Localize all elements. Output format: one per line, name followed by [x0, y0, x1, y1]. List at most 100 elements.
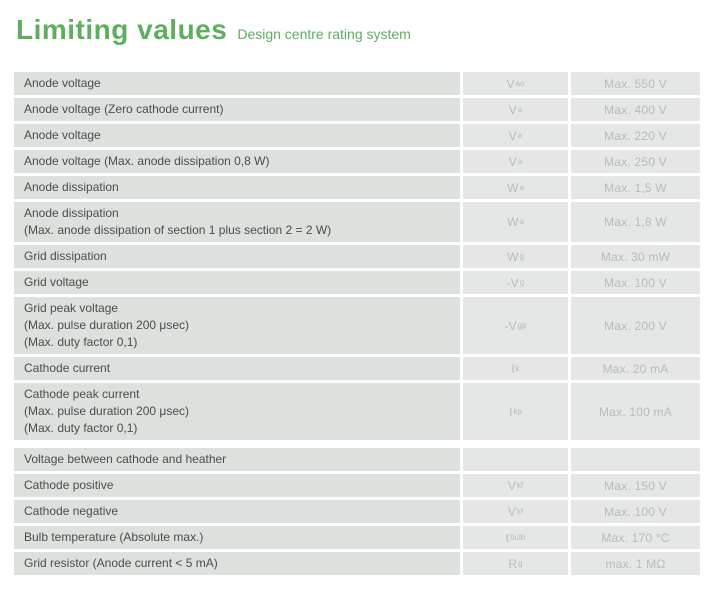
table-row: Anode voltage (Max. anode dissipation 0,…	[14, 150, 700, 173]
parameter-line: (Max. duty factor 0,1)	[24, 421, 138, 435]
parameter-line: Cathode peak current	[24, 387, 140, 401]
parameter-cell: Anode voltage	[14, 72, 460, 95]
rating-cell	[571, 448, 700, 471]
parameter-line: Grid resistor (Anode current < 5 mA)	[24, 556, 218, 570]
parameter-line: Anode voltage	[24, 76, 101, 90]
parameter-line: (Max. pulse duration 200 μsec)	[24, 318, 189, 332]
symbol-base: -V	[504, 318, 517, 333]
parameter-line: (Max. pulse duration 200 μsec)	[24, 404, 189, 418]
parameter-line: Bulb temperature (Absolute max.)	[24, 530, 204, 544]
parameter-line: Cathode negative	[24, 504, 119, 518]
symbol-subscript: k	[515, 363, 520, 373]
rating-cell: Max. 200 V	[571, 297, 700, 354]
symbol-cell: t bulb	[463, 526, 568, 549]
parameter-cell: Cathode positive	[14, 474, 460, 497]
rating-cell: Max. 400 V	[571, 98, 700, 121]
rating-cell: Max. 170 °C	[571, 526, 700, 549]
symbol-subscript: g	[519, 277, 525, 287]
table-row: Bulb temperature (Absolute max.) t bulb Max…	[14, 526, 700, 549]
rating-cell: Max. 550 V	[571, 72, 700, 95]
symbol-base: V	[508, 154, 517, 169]
parameter-cell: Cathode negative	[14, 500, 460, 523]
parameter-cell: Cathode peak current (Max. pulse duration…	[14, 383, 460, 440]
symbol-base: -V	[506, 275, 519, 290]
page-title: Limiting values	[16, 14, 228, 45]
rating-cell: Max. 20 mA	[571, 357, 700, 380]
rating-cell: Max. 250 V	[571, 150, 700, 173]
rating-cell: max. 1 MΩ	[571, 552, 700, 575]
parameter-line: (Max. duty factor 0,1)	[24, 335, 138, 349]
rating-cell: Max. 100 V	[571, 271, 700, 294]
symbol-subscript: a	[517, 104, 523, 114]
symbol-subscript: g	[519, 251, 524, 261]
parameter-line: Cathode positive	[24, 478, 114, 492]
parameter-cell: Grid dissipation	[14, 245, 460, 268]
parameter-cell: Anode voltage (Max. anode dissipation 0,…	[14, 150, 460, 173]
rating-cell: Max. 1,8 W	[571, 202, 700, 242]
parameter-line: Anode voltage (Max. anode dissipation 0,…	[24, 154, 270, 168]
table-row: Grid peak voltage (Max. pulse duration 20…	[14, 297, 700, 354]
table-row: Cathode peak current (Max. pulse duration…	[14, 383, 700, 440]
rating-cell: Max. 100 mA	[571, 383, 700, 440]
symbol-base: R	[508, 556, 518, 571]
parameter-line: Voltage between cathode and heather	[24, 452, 227, 466]
parameter-line: Anode dissipation	[24, 206, 119, 220]
table-row: Grid voltage -V g Max. 100 V	[14, 271, 700, 294]
rating-cell: Max. 1,5 W	[571, 176, 700, 199]
parameter-cell: Bulb temperature (Absolute max.)	[14, 526, 460, 549]
symbol-base: W	[507, 180, 519, 195]
symbol-cell	[463, 448, 568, 471]
symbol-subscript: gp	[517, 320, 527, 330]
symbol-subscript: bulb	[510, 532, 526, 542]
symbol-base: V	[508, 102, 517, 117]
symbol-cell: -V g	[463, 271, 568, 294]
parameter-cell: Voltage between cathode and heather	[14, 448, 460, 471]
parameter-line: Grid peak voltage	[24, 301, 119, 315]
parameter-line: Grid voltage	[24, 275, 89, 289]
parameter-cell: Anode dissipation	[14, 176, 460, 199]
parameter-cell: Grid voltage	[14, 271, 460, 294]
symbol-subscript: g	[518, 558, 523, 568]
parameter-cell: Grid peak voltage (Max. pulse duration 20…	[14, 297, 460, 354]
symbol-subscript: ao	[515, 78, 525, 88]
symbol-subscript: kp	[513, 406, 522, 416]
symbol-base: V	[508, 128, 517, 143]
rating-cell: Max. 150 V	[571, 474, 700, 497]
parameter-line: Grid dissipation	[24, 249, 107, 263]
symbol-base: I	[511, 361, 515, 376]
parameter-line: Anode dissipation	[24, 180, 119, 194]
symbol-base: V	[506, 76, 515, 91]
symbol-base: V	[507, 478, 516, 493]
page-subtitle: Design centre rating system	[237, 26, 411, 42]
parameter-cell: Cathode current	[14, 357, 460, 380]
rating-cell: Max. 30 mW	[571, 245, 700, 268]
header: Limiting values Design centre rating syst…	[0, 0, 719, 46]
parameter-line: Anode voltage	[24, 128, 101, 142]
symbol-subscript: a	[519, 217, 524, 226]
rating-cell: Max. 220 V	[571, 124, 700, 147]
table-row: Anode dissipation (Max. anode dissipation…	[14, 202, 700, 242]
table-row: Voltage between cathode and heather	[14, 448, 700, 471]
symbol-cell: -V gp	[463, 297, 568, 354]
symbol-base: t	[505, 530, 510, 545]
symbol-base: I	[509, 404, 513, 419]
symbol-base: W	[507, 215, 519, 229]
